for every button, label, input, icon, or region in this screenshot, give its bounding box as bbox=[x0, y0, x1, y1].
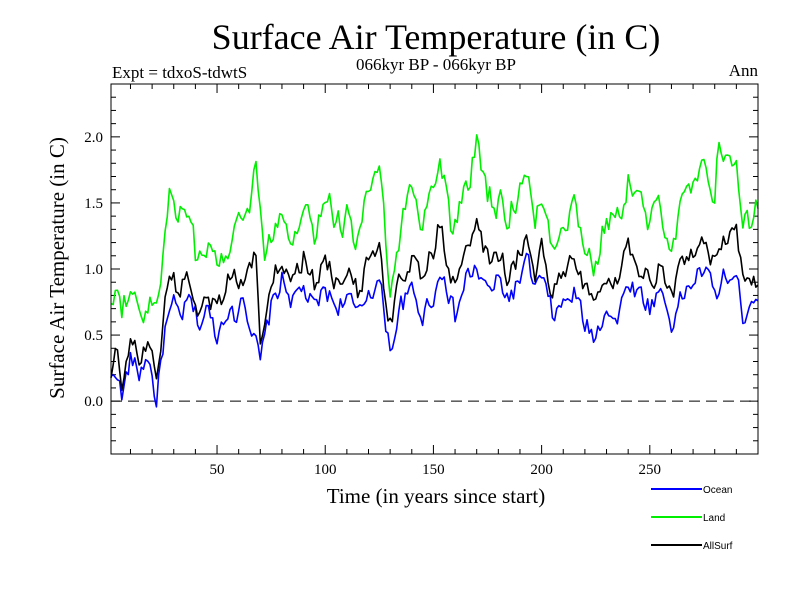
axis-ticks bbox=[111, 84, 758, 454]
season-label: Ann bbox=[729, 61, 759, 80]
y-tick-label: 1.5 bbox=[84, 196, 103, 212]
chart-subtitle: 066kyr BP - 066kyr BP bbox=[356, 55, 516, 74]
series-lines bbox=[110, 134, 759, 408]
x-tick-label: 150 bbox=[422, 462, 445, 478]
y-axis-label: Surface Air Temperature (in C) bbox=[45, 137, 69, 399]
y-tick-label: 2.0 bbox=[84, 130, 103, 146]
series-line-land bbox=[110, 134, 759, 324]
x-axis-label: Time (in years since start) bbox=[327, 484, 546, 508]
legend-label-ocean: Ocean bbox=[703, 485, 732, 496]
x-tick-label: 100 bbox=[314, 462, 337, 478]
legend-label-land: Land bbox=[703, 513, 725, 524]
y-tick-label: 0.5 bbox=[84, 328, 103, 344]
plot-frame bbox=[110, 83, 759, 455]
y-tick-label: 1.0 bbox=[84, 262, 103, 278]
x-tick-label: 250 bbox=[639, 462, 662, 478]
legend: Ocean Land AllSurf bbox=[651, 485, 733, 552]
chart-title: Surface Air Temperature (in C) bbox=[212, 17, 661, 57]
legend-label-allsurf: AllSurf bbox=[703, 541, 733, 552]
y-tick-label: 0.0 bbox=[84, 394, 103, 410]
series-line-allsurf bbox=[110, 217, 759, 391]
x-tick-label: 200 bbox=[530, 462, 553, 478]
series-line-ocean bbox=[110, 252, 759, 408]
axis-tick-labels: 50 100 150 200 250 0.0 0.5 1.0 1.5 2.0 bbox=[84, 130, 661, 478]
experiment-label: Expt = tdxoS-tdwtS bbox=[112, 63, 247, 82]
x-tick-label: 50 bbox=[210, 462, 225, 478]
